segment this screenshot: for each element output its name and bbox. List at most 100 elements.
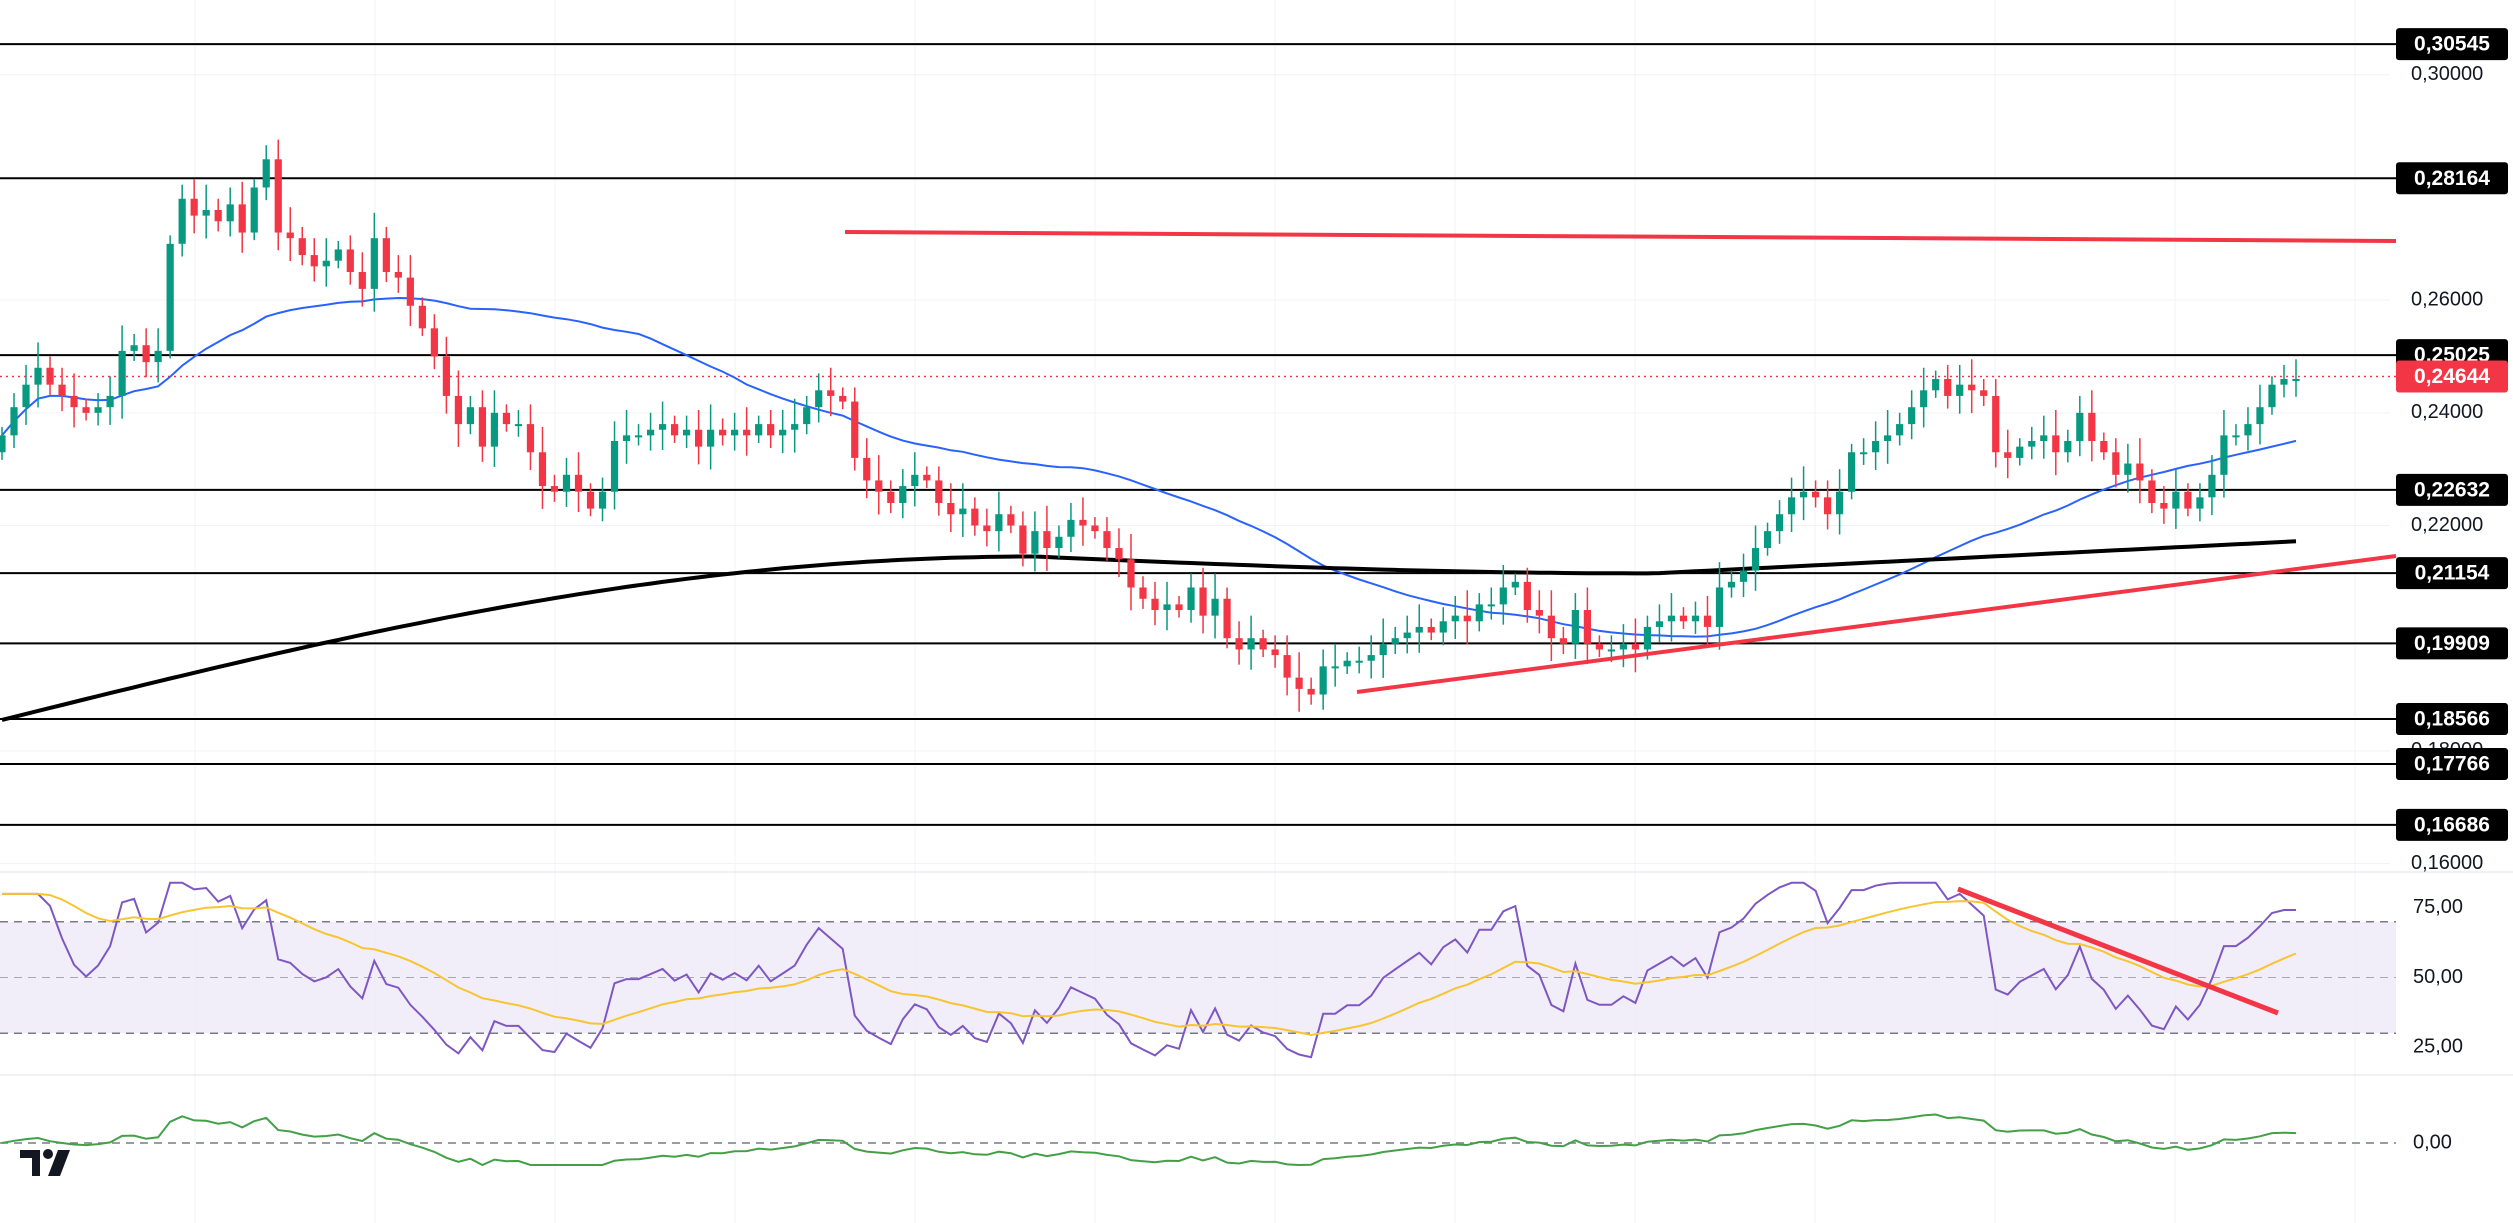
- candle: [574, 452, 583, 512]
- horizontal-levels: [0, 43, 2396, 826]
- candle-body: [1067, 519, 1075, 537]
- candle: [1619, 624, 1628, 668]
- candle-body: [658, 424, 667, 430]
- candle-body: [1271, 649, 1279, 656]
- level-tag-label: 0,22632: [2414, 478, 2490, 501]
- candle-body: [2196, 497, 2204, 509]
- candle-body: [34, 367, 42, 385]
- candle-body: [22, 384, 30, 408]
- candle-body: [1703, 615, 1712, 627]
- candle-body: [743, 429, 751, 436]
- candle: [610, 421, 619, 510]
- candle-body: [707, 429, 715, 447]
- candle-body: [1896, 424, 1904, 436]
- candle: [670, 415, 679, 443]
- candle-body: [1019, 525, 1027, 554]
- candle: [22, 364, 30, 425]
- candle: [298, 226, 306, 266]
- candle-body: [2220, 435, 2228, 475]
- level-tag-label: 0,30545: [2414, 33, 2490, 56]
- rsi-pane: [0, 881, 2396, 1059]
- candle-body: [490, 412, 499, 447]
- candle: [1115, 528, 1123, 578]
- candle-body: [622, 435, 631, 441]
- price-tick-label: 0,26000: [2411, 288, 2483, 310]
- candle: [2160, 486, 2168, 524]
- candle: [70, 373, 78, 428]
- oscillator-pane: [0, 1113, 2396, 1167]
- candle: [1775, 500, 1784, 544]
- candle-body: [1115, 548, 1123, 560]
- candle-body: [827, 390, 835, 396]
- candle-body: [1295, 677, 1303, 689]
- candle: [1727, 570, 1736, 598]
- candle: [634, 424, 643, 446]
- candle-body: [1811, 491, 1820, 498]
- level-tag: [2396, 162, 2508, 195]
- candle-body: [1103, 531, 1111, 549]
- candle: [1848, 443, 1856, 500]
- candle: [1571, 593, 1579, 660]
- candle: [935, 466, 943, 516]
- candle: [262, 145, 270, 201]
- candle-body: [2088, 412, 2096, 441]
- candle: [1151, 581, 1159, 626]
- trendlines: [844, 230, 2397, 1016]
- level-tag: [2396, 557, 2508, 590]
- candle: [454, 370, 463, 447]
- candle: [1835, 469, 1844, 535]
- candle-body: [2148, 480, 2156, 503]
- candle: [2016, 438, 2024, 466]
- candle-body: [1343, 660, 1351, 667]
- candle: [154, 328, 162, 383]
- candle-body: [394, 271, 402, 278]
- level-tag-label: 0,17766: [2414, 753, 2490, 776]
- candle-body: [863, 457, 871, 481]
- candle: [1175, 595, 1183, 618]
- candle: [983, 508, 991, 547]
- candle: [646, 412, 655, 451]
- candle: [370, 212, 378, 312]
- candle: [46, 356, 54, 395]
- candle: [358, 252, 366, 307]
- candle-body: [1055, 536, 1063, 549]
- tradingview-logo-icon[interactable]: [20, 1148, 82, 1178]
- candle: [2172, 469, 2180, 529]
- candle-body: [1583, 610, 1591, 644]
- candle-body: [1439, 621, 1447, 633]
- candle: [1487, 587, 1495, 620]
- candle: [1944, 364, 1952, 409]
- candle: [1319, 649, 1327, 710]
- candle-body: [1799, 491, 1808, 498]
- candle: [2208, 455, 2216, 516]
- candle-body: [262, 159, 270, 188]
- candle-body: [1848, 452, 1856, 492]
- candle: [1932, 370, 1940, 398]
- resistance-trendline: [844, 230, 2397, 243]
- candle: [1055, 525, 1063, 559]
- candle: [1751, 525, 1760, 591]
- candle-body: [695, 429, 703, 447]
- oscillator-axis-label: 0,00: [2413, 1131, 2452, 1153]
- candle-body: [46, 367, 54, 385]
- candle-body: [1139, 587, 1147, 599]
- candle-body: [947, 502, 955, 515]
- candle-body: [1211, 598, 1219, 616]
- candle: [394, 255, 402, 293]
- candle-body: [2076, 412, 2084, 441]
- candle-body: [1535, 610, 1543, 616]
- candle: [839, 387, 847, 410]
- candle: [1583, 587, 1591, 665]
- candle: [707, 404, 715, 470]
- candle-body: [2016, 446, 2024, 458]
- level-tag: [2396, 808, 2508, 841]
- candle-body: [1475, 604, 1483, 622]
- candle-body: [1992, 395, 2000, 453]
- candle: [1031, 511, 1039, 572]
- candle: [10, 393, 18, 449]
- candle: [2076, 395, 2084, 457]
- candle: [1559, 626, 1567, 654]
- candle: [2196, 483, 2204, 522]
- candle-body: [454, 395, 463, 425]
